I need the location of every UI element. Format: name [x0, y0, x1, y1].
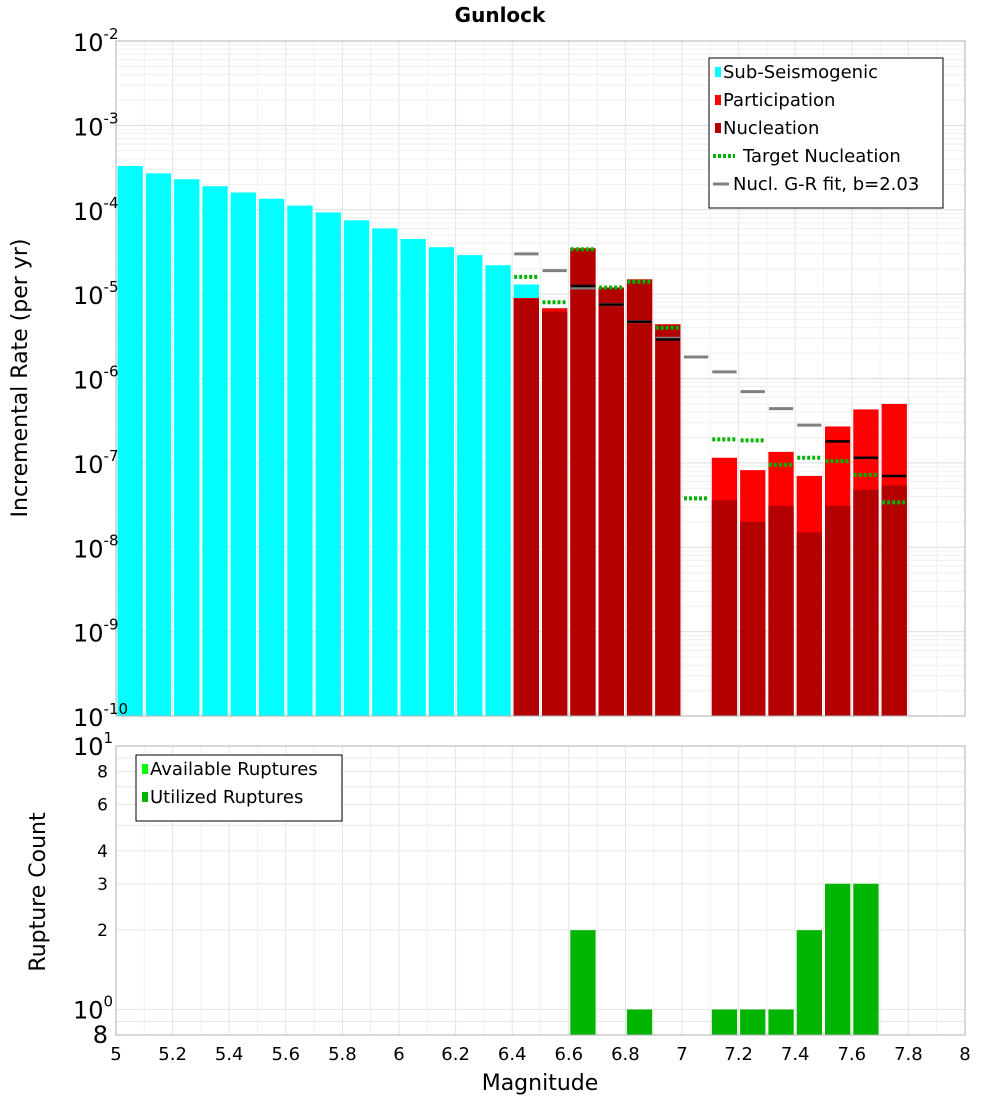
bottom-bars	[570, 883, 879, 1035]
x-tick-label: 5.2	[158, 1044, 187, 1065]
top-bars	[117, 166, 907, 717]
nucleation-bar	[513, 298, 539, 716]
utilized-ruptures-bar	[768, 1009, 794, 1035]
bottom-y-tick-label: 4	[97, 842, 108, 862]
bottom-y-axis-title: Rupture Count	[26, 812, 51, 972]
bottom-y-tick-label: 8	[93, 1021, 108, 1049]
legend-label: Target Nucleation	[742, 146, 901, 167]
nucleation-bar	[881, 485, 907, 716]
bottom-y-tick-label: 3	[97, 875, 108, 895]
chart-title: Gunlock	[455, 3, 546, 27]
legend-label: Participation	[723, 90, 835, 111]
bottom-plot-frame	[115, 745, 966, 1036]
x-tick-label: 5.8	[328, 1044, 357, 1065]
x-tick-label: 6.6	[554, 1044, 583, 1065]
sub-seismogenic-bar	[400, 239, 426, 716]
legend-label: Nucl. G-R fit, b=2.03	[733, 174, 919, 195]
x-tick-label: 8	[959, 1044, 970, 1065]
bottom-legend: Available Ruptures Utilized Ruptures	[135, 754, 343, 822]
legend-label: Utilized Ruptures	[150, 787, 303, 808]
sub-seismogenic-bar	[372, 228, 398, 716]
nucleation-bar	[796, 532, 822, 716]
sub-seismogenic-bar	[287, 205, 313, 716]
legend-swatch	[142, 764, 148, 774]
x-tick-label: 7	[676, 1044, 687, 1065]
x-tick-label: 6.2	[441, 1044, 470, 1065]
x-tick-label: 7.6	[837, 1044, 866, 1065]
x-tick-label: 5.4	[215, 1044, 244, 1065]
nucleation-bar	[542, 311, 568, 716]
legend-label: Sub-Seismogenic	[723, 62, 878, 83]
sub-seismogenic-bar	[174, 179, 200, 716]
top-y-tick-label: 10-7	[73, 447, 119, 479]
utilized-ruptures-bar	[570, 930, 596, 1035]
top-legend: Sub-Seismogenic Participation Nucleation Ta…	[708, 57, 944, 209]
x-tick-label: 7.4	[781, 1044, 810, 1065]
x-tick-label: 7.2	[724, 1044, 753, 1065]
x-axis-title: Magnitude	[482, 1071, 599, 1096]
utilized-ruptures-bar	[740, 1009, 766, 1035]
sub-seismogenic-bar	[485, 265, 511, 716]
sub-seismogenic-bar	[230, 192, 256, 717]
utilized-ruptures-bar	[796, 930, 822, 1035]
sub-seismogenic-bar	[457, 255, 483, 716]
x-tick-label: 6.4	[498, 1044, 527, 1065]
bottom-y-tick-label: 6	[97, 795, 108, 815]
x-tick-label: 5	[110, 1044, 121, 1065]
bottom-y-tick-pow-label: 100	[73, 992, 113, 1024]
top-y-tick-label: 10-9	[73, 616, 119, 648]
sub-seismogenic-bar	[145, 173, 172, 716]
sub-seismogenic-bar	[428, 247, 455, 716]
x-tick-label: 6	[393, 1044, 404, 1065]
nucleation-bar	[570, 248, 596, 716]
top-y-tick-label: 10-2	[73, 25, 119, 57]
top-y-tick-label: 10-8	[73, 531, 119, 563]
utilized-ruptures-bar	[626, 1009, 653, 1035]
top-y-tick-label: 10-3	[73, 109, 119, 141]
sub-seismogenic-bar	[202, 186, 228, 716]
sub-seismogenic-bar	[117, 166, 143, 717]
bottom-y-tick-label: 2	[97, 921, 108, 941]
nucleation-bar	[740, 521, 766, 716]
nucleation-bar	[853, 489, 879, 716]
sub-seismogenic-bar	[315, 212, 341, 717]
legend-label: Nucleation	[723, 118, 819, 139]
x-tick-label: 7.8	[894, 1044, 923, 1065]
top-plot-frame	[115, 40, 966, 717]
top-y-axis-title: Incremental Rate (per yr)	[8, 239, 33, 518]
legend-swatch	[142, 792, 148, 802]
legend-swatch	[715, 123, 721, 133]
nucleation-bar	[626, 279, 653, 716]
sub-seismogenic-bar	[259, 198, 285, 717]
top-y-tick-label: 10-6	[73, 363, 119, 395]
nucleation-bar	[655, 325, 681, 716]
utilized-ruptures-bar	[711, 1009, 738, 1035]
top-marks	[514, 247, 907, 505]
legend-label: Available Ruptures	[150, 759, 318, 780]
x-tick-label: 6.8	[611, 1044, 640, 1065]
nucleation-bar	[825, 505, 851, 716]
legend-box	[135, 754, 343, 822]
top-y-tick-label: 10-4	[73, 194, 119, 226]
nucleation-bar	[598, 288, 624, 716]
top-y-tick-labels: 10-2 10-3 10-4 10-5 10-6 10-7 10-8 10-9 10-10	[73, 25, 128, 732]
x-tick-labels: 5 5.2 5.4 5.6 5.8 6 6.2 6.4 6.6 6.8 7 7.2 7.4 7.6 7.8 8	[110, 1044, 970, 1065]
legend-swatch	[715, 95, 721, 105]
sub-seismogenic-bar	[343, 220, 370, 717]
utilized-ruptures-bar	[825, 883, 851, 1035]
nucleation-bar	[768, 505, 794, 716]
legend-box	[708, 57, 944, 209]
top-y-tick-label: 10-10	[73, 700, 128, 732]
top-y-tick-label: 10-5	[73, 278, 119, 310]
utilized-ruptures-bar	[853, 883, 879, 1035]
nucleation-bar	[711, 500, 738, 716]
x-tick-label: 5.6	[271, 1044, 300, 1065]
bottom-y-tick-pow-label: 101	[73, 729, 113, 761]
bottom-y-tick-label: 8	[97, 763, 108, 783]
legend-swatch	[715, 67, 721, 77]
